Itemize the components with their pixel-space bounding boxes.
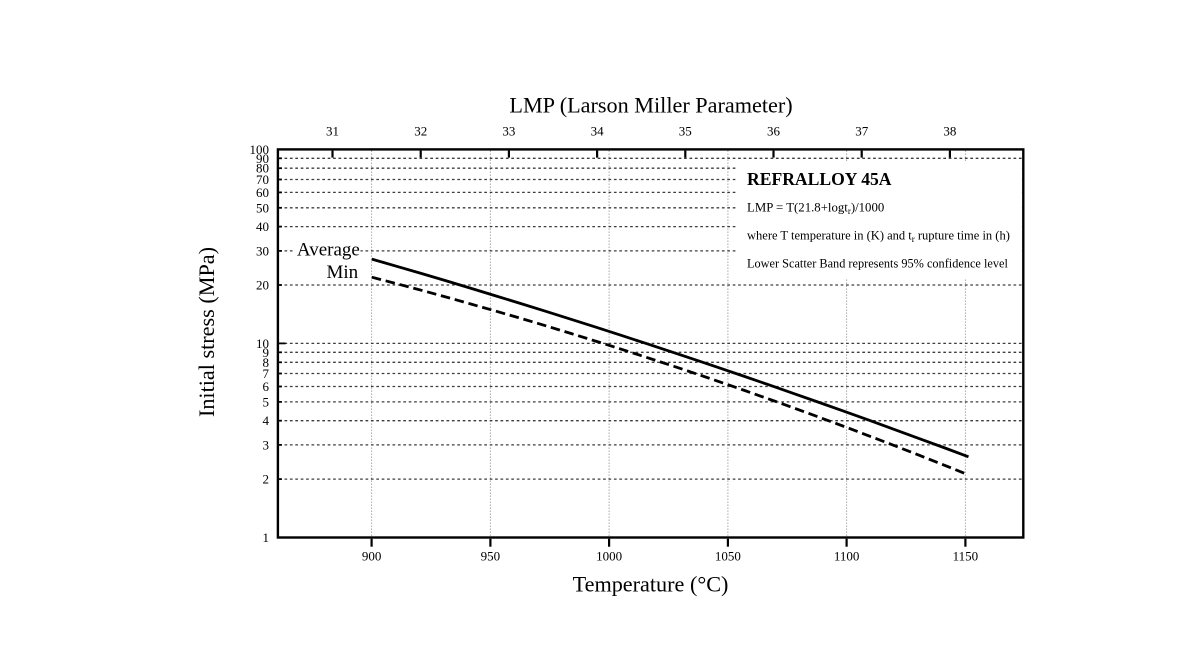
svg-text:1000: 1000	[596, 548, 622, 563]
svg-text:33: 33	[502, 124, 515, 139]
svg-text:9: 9	[263, 345, 270, 360]
svg-text:3: 3	[263, 437, 270, 452]
svg-text:where T temperature in (K) and: where T temperature in (K) and tr ruptur…	[747, 229, 1010, 245]
svg-text:8: 8	[263, 355, 270, 370]
svg-text:4: 4	[263, 413, 270, 428]
svg-text:900: 900	[362, 548, 382, 563]
svg-text:90: 90	[256, 151, 269, 166]
svg-text:36: 36	[767, 124, 781, 139]
svg-text:1: 1	[263, 530, 270, 545]
svg-text:2: 2	[263, 472, 270, 487]
svg-text:LMP = T(21.8+logtr)/1000: LMP = T(21.8+logtr)/1000	[747, 201, 884, 217]
svg-text:REFRALLOY 45A: REFRALLOY 45A	[747, 169, 892, 189]
svg-text:32: 32	[414, 124, 427, 139]
svg-text:37: 37	[855, 124, 869, 139]
svg-text:10: 10	[256, 336, 269, 351]
svg-text:30: 30	[256, 243, 269, 258]
svg-text:5: 5	[263, 394, 270, 409]
svg-text:Temperature (°C): Temperature (°C)	[573, 571, 729, 596]
svg-text:Min: Min	[327, 262, 359, 283]
svg-text:1100: 1100	[834, 548, 860, 563]
svg-text:70: 70	[256, 172, 269, 187]
svg-text:Initial stress (MPa): Initial stress (MPa)	[194, 247, 219, 417]
svg-text:950: 950	[481, 548, 501, 563]
svg-text:35: 35	[679, 124, 692, 139]
svg-text:80: 80	[256, 161, 269, 176]
svg-text:7: 7	[263, 366, 270, 381]
svg-text:Average: Average	[297, 239, 360, 260]
svg-text:34: 34	[591, 124, 605, 139]
svg-text:40: 40	[256, 219, 269, 234]
svg-text:Lower Scatter Band represents: Lower Scatter Band represents 95% confid…	[747, 257, 1008, 271]
svg-text:20: 20	[256, 278, 269, 293]
svg-text:1050: 1050	[715, 548, 741, 563]
svg-text:6: 6	[263, 379, 270, 394]
svg-text:60: 60	[256, 185, 269, 200]
svg-text:31: 31	[326, 124, 339, 139]
svg-text:100: 100	[250, 142, 270, 157]
svg-text:38: 38	[943, 124, 956, 139]
svg-text:1150: 1150	[953, 548, 979, 563]
svg-text:LMP (Larson Miller Parameter): LMP (Larson Miller Parameter)	[509, 92, 792, 117]
svg-text:50: 50	[256, 200, 269, 215]
